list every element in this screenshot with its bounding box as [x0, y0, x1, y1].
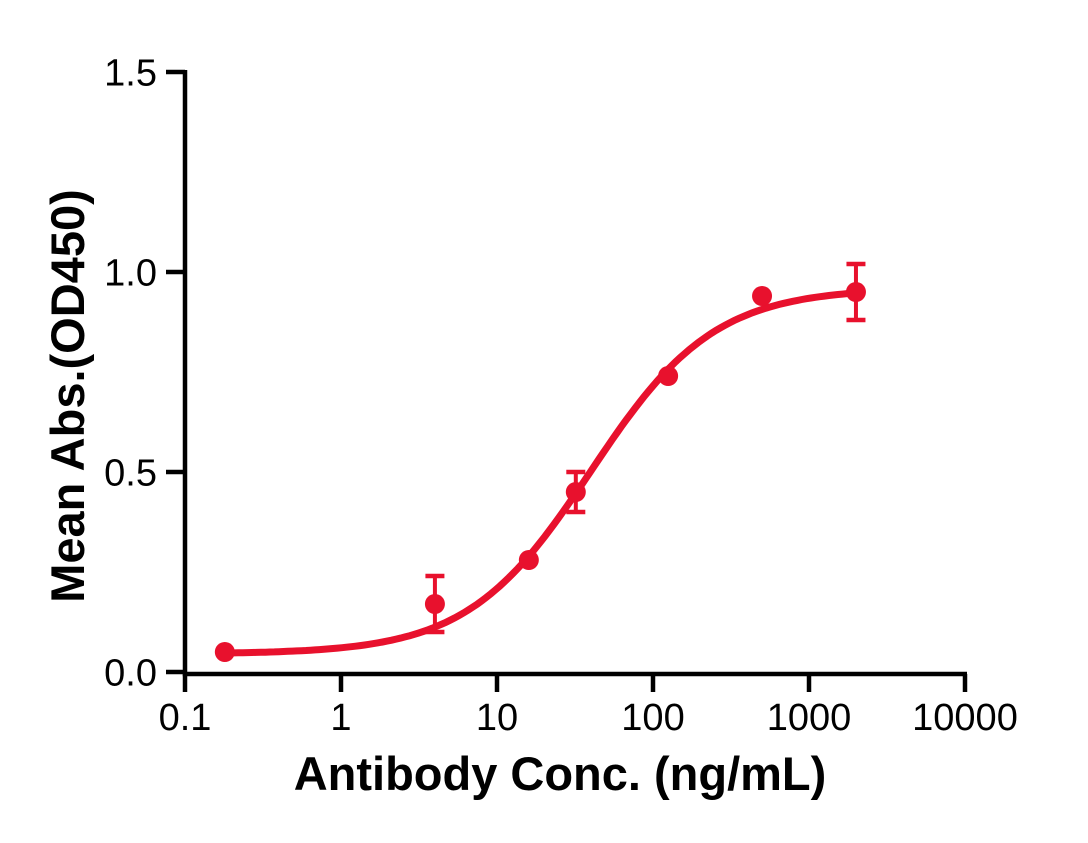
- y-tick-label: 1.5: [104, 53, 157, 95]
- fit-curve: [221, 289, 860, 657]
- data-point: [752, 286, 773, 306]
- x-tick-label: 10: [476, 697, 518, 739]
- x-tick-label: 1: [330, 697, 351, 739]
- axes: 0.1 1 10 100 1000 10000 0.0 0.5 1.0 1.5: [104, 53, 1018, 740]
- x-tick-label: 100: [621, 697, 684, 739]
- data-point: [424, 594, 445, 614]
- y-tick-label: 0.5: [104, 453, 157, 495]
- x-tick-label: 10000: [912, 697, 1018, 739]
- y-tick-label: 0.0: [104, 653, 157, 695]
- x-tick-label: 0.1: [159, 697, 212, 739]
- y-axis-title: Mean Abs.(OD450): [41, 189, 94, 603]
- data-point: [518, 550, 539, 570]
- axis-spines: [182, 70, 967, 677]
- data-point: [658, 366, 679, 386]
- data-point: [214, 642, 235, 662]
- y-tick-label: 1.0: [104, 253, 157, 295]
- data-point: [845, 282, 866, 302]
- x-axis-title: Antibody Conc. (ng/mL): [294, 747, 827, 800]
- x-tick-label: 1000: [767, 697, 852, 739]
- data-point: [565, 482, 586, 502]
- plot-series: [214, 261, 866, 662]
